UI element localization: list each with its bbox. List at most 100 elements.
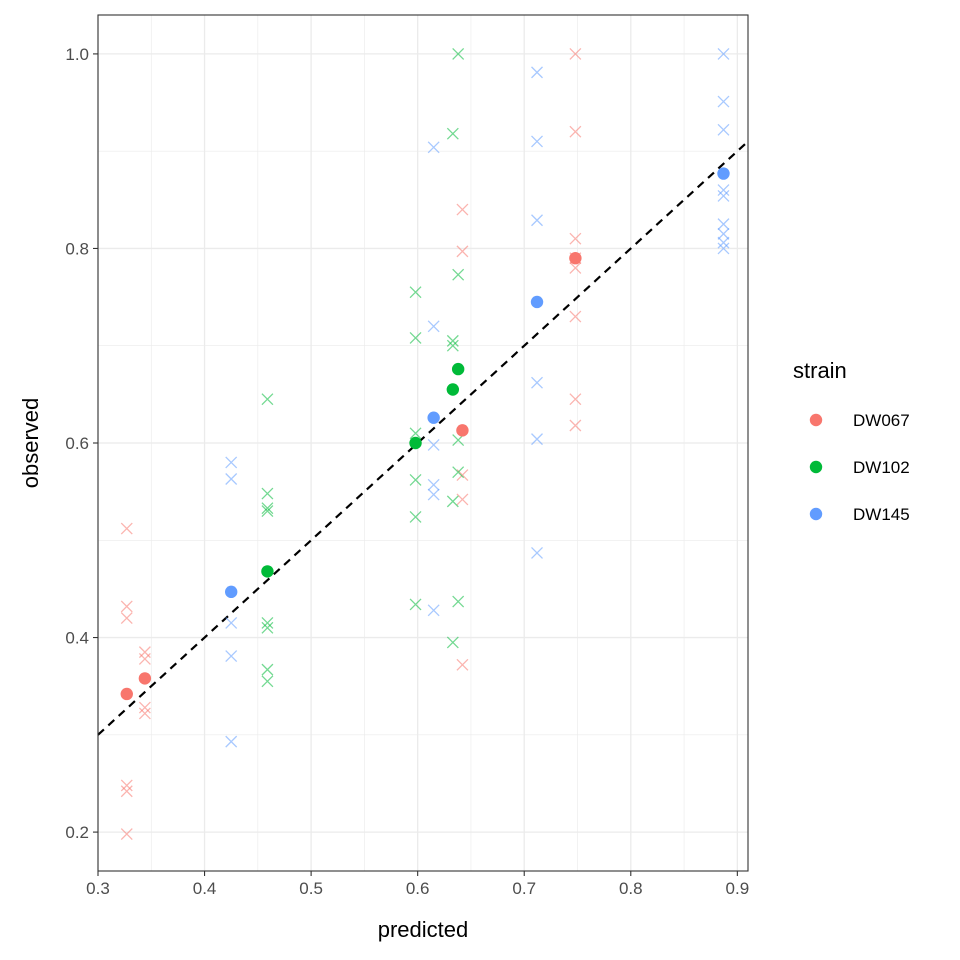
mean-point — [427, 411, 440, 424]
mean-point — [569, 251, 582, 265]
observation-point — [409, 427, 422, 440]
axes: 0.3 0.4 0.5 0.6 0.7 0.8 0.9 0.2 0.4 0.6 0.8 1.0 — [65, 45, 749, 898]
observation-point — [717, 184, 730, 197]
observation-point — [452, 268, 465, 281]
observation-point — [427, 478, 440, 491]
observation-point — [446, 339, 459, 352]
observation-point — [456, 493, 469, 506]
observation-point — [456, 245, 469, 258]
observation-point — [120, 785, 133, 798]
observation-point — [569, 419, 582, 432]
mean-point — [261, 565, 274, 578]
reference-line — [97, 140, 749, 736]
observation-point — [225, 456, 238, 469]
observation-point — [409, 598, 422, 611]
observation-point — [261, 393, 274, 406]
y-axis-title: observed — [18, 398, 43, 489]
observation-point — [717, 242, 730, 255]
observation-point — [120, 600, 133, 613]
mean-point — [717, 167, 730, 180]
observation-point — [531, 214, 543, 227]
observation-point — [261, 505, 274, 518]
observation-point — [261, 675, 274, 688]
x-tick-label: 0.9 — [726, 879, 750, 898]
mean-point — [530, 295, 544, 309]
mean-points — [120, 167, 730, 701]
observation-point — [427, 320, 440, 333]
observation-point — [531, 433, 543, 446]
observation-point — [446, 127, 459, 140]
observation-point — [452, 466, 465, 479]
x-tick-label: 0.6 — [406, 879, 430, 898]
observation-point — [452, 47, 465, 60]
mean-point — [138, 672, 152, 685]
observation-point — [409, 510, 422, 523]
grid-lines — [97, 15, 748, 871]
observation-point — [409, 286, 422, 299]
legend-key — [809, 460, 823, 474]
x-axis-title: predicted — [378, 917, 469, 942]
observation-point — [409, 331, 422, 344]
mean-point — [120, 687, 133, 701]
y-tick-label: 0.8 — [65, 239, 89, 258]
reference-line-group — [97, 140, 749, 736]
observation-point — [569, 125, 582, 138]
observation-point — [446, 495, 459, 508]
mean-point — [409, 436, 422, 450]
legend-label: DW067 — [853, 411, 910, 430]
observation-point — [261, 621, 274, 634]
observation-point — [261, 616, 274, 629]
y-tick-label: 1.0 — [65, 45, 89, 64]
observation-point — [261, 487, 274, 500]
x-tick-label: 0.7 — [512, 879, 536, 898]
x-tick-label: 0.8 — [619, 879, 643, 898]
observation-point — [225, 616, 238, 629]
observation-point — [225, 650, 238, 662]
legend-key — [809, 507, 823, 521]
observation-point — [717, 123, 730, 136]
legend: strain DW067 DW102 DW145 — [793, 358, 910, 524]
observation-point — [225, 735, 238, 748]
observation-point — [452, 595, 465, 608]
observation-point — [456, 658, 469, 671]
observation-points — [120, 47, 730, 840]
observation-point — [138, 707, 151, 720]
mean-point — [224, 585, 238, 599]
observation-point — [569, 393, 582, 406]
observation-point — [427, 438, 440, 451]
observation-point — [409, 474, 422, 486]
legend-label: DW145 — [853, 505, 910, 524]
observation-point — [120, 828, 133, 840]
observation-point — [531, 546, 543, 559]
observation-point — [427, 488, 440, 501]
mean-point — [446, 383, 460, 396]
observation-point — [456, 203, 469, 216]
observation-point — [717, 189, 730, 202]
legend-title: strain — [793, 358, 847, 383]
y-tick-label: 0.4 — [65, 629, 89, 648]
y-tick-label: 0.2 — [65, 823, 89, 842]
observation-point — [531, 66, 543, 79]
observation-point — [120, 779, 133, 792]
observation-point — [717, 95, 730, 108]
observation-point — [446, 334, 459, 347]
x-tick-label: 0.3 — [86, 879, 110, 898]
observation-point — [261, 663, 274, 676]
legend-key — [809, 413, 823, 427]
observation-point — [717, 236, 730, 249]
mean-point — [451, 362, 465, 376]
observation-point — [569, 47, 582, 60]
observation-point — [531, 376, 543, 389]
observation-point — [717, 227, 730, 240]
observation-point — [138, 652, 151, 665]
observation-point — [569, 261, 582, 274]
observation-point — [261, 502, 274, 515]
x-tick-label: 0.5 — [299, 879, 323, 898]
observation-point — [717, 47, 730, 60]
y-tick-label: 0.6 — [65, 434, 89, 453]
observation-point — [427, 141, 440, 154]
observation-point — [138, 701, 151, 714]
